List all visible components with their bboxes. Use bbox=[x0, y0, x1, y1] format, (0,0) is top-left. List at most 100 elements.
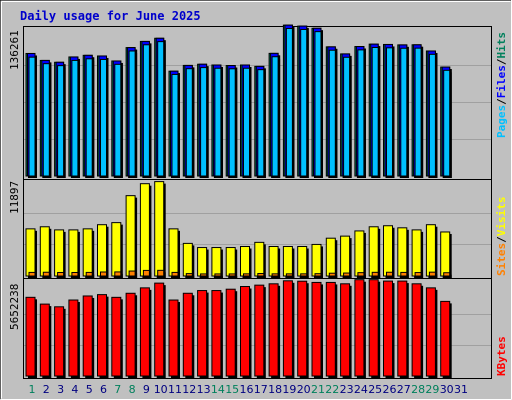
kbytes-max-label: 5652238 bbox=[8, 284, 21, 330]
day-label: 2 bbox=[43, 383, 50, 396]
kbytes-bar bbox=[383, 280, 393, 377]
sites-bar-shadow bbox=[317, 275, 323, 278]
sites-bar bbox=[128, 270, 136, 277]
legend-visits: Visits bbox=[495, 197, 508, 237]
sites-bar bbox=[271, 273, 279, 277]
kbytes-bar bbox=[68, 299, 79, 377]
day-label: 12 bbox=[182, 383, 196, 396]
sites-bar bbox=[428, 271, 436, 277]
pages-bar bbox=[314, 31, 322, 177]
pages-bar bbox=[428, 53, 436, 177]
pages-bar bbox=[228, 68, 236, 177]
sites-bar bbox=[142, 269, 150, 277]
kbytes-bar bbox=[397, 280, 408, 377]
visits-bar bbox=[97, 224, 107, 277]
visits-bar bbox=[254, 241, 265, 277]
sites-bar-shadow bbox=[188, 275, 195, 278]
pages-bar bbox=[285, 28, 293, 177]
pages-bar bbox=[185, 68, 193, 177]
sites-bar bbox=[185, 273, 193, 277]
sites-bar-shadow bbox=[259, 275, 266, 278]
pages-bar bbox=[257, 69, 265, 177]
day-label: 18 bbox=[268, 383, 282, 396]
sites-bar bbox=[28, 271, 36, 277]
day-label: 10 bbox=[154, 383, 168, 396]
sites-bar bbox=[85, 271, 93, 277]
visits-bar bbox=[440, 231, 451, 277]
kbytes-bar bbox=[125, 292, 136, 377]
pages-bar bbox=[214, 67, 222, 177]
sites-bar bbox=[157, 269, 165, 277]
sites-bar-shadow bbox=[288, 275, 295, 278]
day-label: 4 bbox=[71, 383, 78, 396]
kbytes-bar bbox=[340, 283, 351, 377]
visits-bar bbox=[111, 222, 122, 277]
kbytes-bar bbox=[154, 282, 165, 377]
pages-bar bbox=[71, 59, 79, 177]
visits-bar bbox=[368, 226, 379, 277]
visits-bar bbox=[182, 242, 193, 277]
visits-bar bbox=[425, 224, 436, 277]
day-label: 3 bbox=[57, 383, 64, 396]
kbytes-bar bbox=[82, 295, 93, 377]
day-label: 20 bbox=[297, 383, 311, 396]
kbytes-bar bbox=[311, 281, 322, 377]
legend-sep-1: / bbox=[495, 98, 508, 105]
legend-sep-2: / bbox=[495, 58, 508, 65]
visits-bar bbox=[268, 246, 279, 277]
pages-bar bbox=[85, 58, 93, 177]
kbytes-bar bbox=[425, 287, 436, 377]
pages-bar bbox=[414, 47, 422, 177]
day-label: 30 bbox=[440, 383, 454, 396]
visits-max-label: 11897 bbox=[8, 181, 21, 214]
visits-bar bbox=[68, 229, 79, 277]
kbytes-bar bbox=[197, 290, 208, 377]
kbytes-bar bbox=[354, 279, 365, 377]
day-label: 22 bbox=[325, 383, 339, 396]
pages-bar bbox=[300, 28, 308, 177]
kbytes-bar bbox=[368, 279, 379, 377]
visits-panel-legend: Sites/Visits bbox=[495, 197, 508, 277]
pages-bar bbox=[271, 56, 279, 177]
pages-bar bbox=[400, 47, 408, 177]
day-label: 19 bbox=[282, 383, 296, 396]
day-label: 29 bbox=[425, 383, 439, 396]
sites-bar-shadow bbox=[302, 275, 309, 278]
hits-bars bbox=[24, 24, 491, 179]
kbytes-bar bbox=[182, 292, 193, 377]
visits-bar bbox=[154, 181, 165, 277]
sites-bar-shadow bbox=[345, 275, 352, 278]
kbytes-bar bbox=[240, 286, 250, 377]
pages-bar bbox=[386, 47, 393, 177]
legend-pages: Pages bbox=[495, 105, 508, 138]
visits-bar bbox=[168, 228, 179, 277]
pages-bar bbox=[343, 56, 351, 177]
kbytes-bar bbox=[25, 296, 36, 377]
sites-bar bbox=[400, 271, 408, 277]
hits-panel-legend: Pages/Files/Hits bbox=[495, 32, 508, 138]
day-label: 16 bbox=[240, 383, 254, 396]
visits-bar bbox=[325, 237, 336, 277]
visits-bar bbox=[197, 247, 208, 277]
day-label: 5 bbox=[86, 383, 93, 396]
sites-bar bbox=[214, 273, 222, 277]
visits-bar bbox=[240, 246, 250, 277]
day-label: 28 bbox=[411, 383, 425, 396]
visits-bar bbox=[340, 235, 351, 277]
sites-bar bbox=[328, 272, 336, 277]
visits-bar bbox=[397, 227, 408, 277]
pages-bar bbox=[142, 44, 150, 177]
sites-bar bbox=[285, 273, 293, 277]
kbytes-bar bbox=[268, 283, 279, 377]
day-label: 15 bbox=[225, 383, 239, 396]
sites-bar bbox=[386, 271, 393, 277]
pages-bar bbox=[57, 65, 65, 177]
sites-bar bbox=[228, 273, 236, 277]
sites-bar bbox=[357, 272, 365, 277]
pages-bar bbox=[200, 67, 208, 177]
day-label: 11 bbox=[168, 383, 182, 396]
day-axis-labels: 1 2 3 4 5 6 7 8 9 10 11 12 13 14 15 16 17 18 19 20 21 22 23 24 2… bbox=[29, 383, 469, 396]
kbytes-bar bbox=[139, 287, 150, 377]
day-label: 24 bbox=[354, 383, 368, 396]
day-label: 13 bbox=[197, 383, 211, 396]
